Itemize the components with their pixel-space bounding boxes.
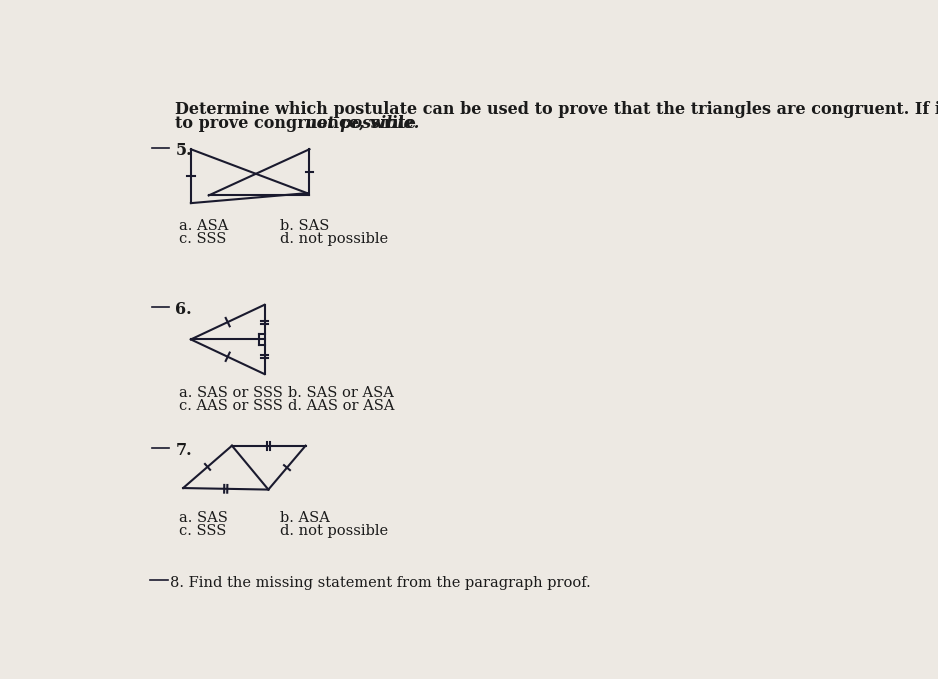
Text: d. not possible: d. not possible — [280, 232, 388, 246]
Text: 6.: 6. — [175, 301, 192, 318]
Text: 8. Find the missing statement from the paragraph proof.: 8. Find the missing statement from the p… — [170, 576, 591, 590]
Text: d. not possible: d. not possible — [280, 524, 388, 538]
Text: to prove congruence, write: to prove congruence, write — [175, 115, 422, 132]
Text: c. SSS: c. SSS — [179, 524, 227, 538]
Text: b. SAS or ASA: b. SAS or ASA — [288, 386, 394, 400]
Text: a. ASA: a. ASA — [179, 219, 229, 232]
Text: c. SSS: c. SSS — [179, 232, 227, 246]
Text: b. SAS: b. SAS — [280, 219, 329, 232]
Text: Determine which postulate can be used to prove that the triangles are congruent.: Determine which postulate can be used to… — [175, 100, 938, 117]
Text: 7.: 7. — [175, 442, 192, 459]
Text: 5.: 5. — [175, 141, 192, 158]
Text: a. SAS: a. SAS — [179, 511, 228, 525]
Text: a. SAS or SSS: a. SAS or SSS — [179, 386, 283, 400]
Text: not possible.: not possible. — [305, 115, 419, 132]
Text: b. ASA: b. ASA — [280, 511, 330, 525]
Text: d. AAS or ASA: d. AAS or ASA — [288, 399, 394, 413]
Text: c. AAS or SSS: c. AAS or SSS — [179, 399, 283, 413]
